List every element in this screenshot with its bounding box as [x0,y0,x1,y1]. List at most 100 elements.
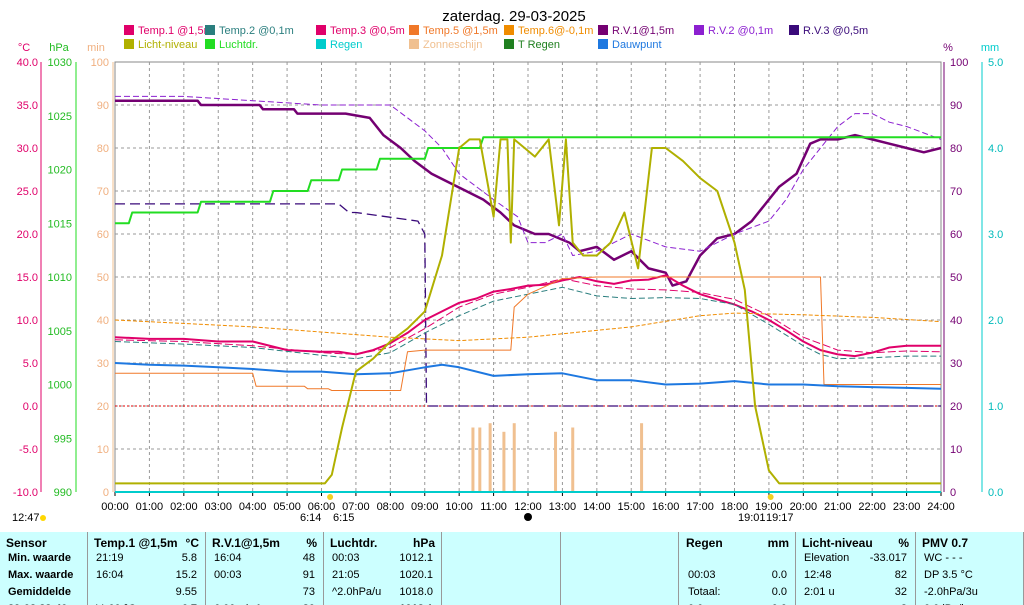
clock: 12:47 [12,512,40,524]
x-tick-label: 10:00 [445,501,473,513]
stats-row-time: 21:05 [332,569,360,581]
celsius-unit: °C [18,42,30,54]
series-line [114,278,942,355]
x-tick-label: 09:00 [411,501,439,513]
sun-markers: 6:14 6:15 19:01 19:17 [300,494,794,524]
sunset-marker [767,494,774,500]
sunshine-bar [554,431,558,492]
legend-label: Temp.3 @0,5m [330,25,405,37]
chart-title: zaterdag. 29-03-2025 [442,8,585,25]
hpa-tick: 1015 [48,218,72,230]
stats-row-time: 16:04 [96,569,124,581]
stats-col3: R.V.1@1,5m% 16:04 48 00:03 91 73 6.00 g/m³ 80 [206,532,324,605]
series-line [115,136,941,225]
min-tick: 60 [97,229,109,241]
stats-row-value: 1018.0 [399,586,433,598]
stats-row-time: 00:03 [214,569,242,581]
sunshine-bars [471,423,644,492]
legend-swatch [409,39,419,49]
legend-swatch [124,39,134,49]
x-tick-label: 12:00 [514,501,542,513]
stats-row-label: DP 3.5 °C [924,569,973,581]
pct-tick: 60 [950,229,962,241]
stats-row-value: 5.8 [181,552,197,564]
sunshine-bar [640,423,644,492]
stats-col6: Licht-niveau% Elevation -33.017 12:48 82 2:01… [796,532,916,605]
stats-col1: Sensor Min. waarde Max. waarde Gemiddelde 29… [0,532,88,605]
min-tick: 90 [97,100,109,112]
stats-row-time: 00:03 [688,569,716,581]
stats-col5: Regen mm 00:03 0.0 Totaal: 0.0 0.0 0.0 [680,532,796,605]
sunshine-bar [512,423,516,492]
mm-tick: 0.0 [988,487,1003,499]
x-tick-label: 08:00 [377,501,405,513]
stats-row-value: 0.0 [771,586,787,598]
min-tick: 10 [97,444,109,456]
legend-label: Regen [330,39,362,51]
celsius-tick: 25.0 [17,186,38,198]
x-tick-label: 02:00 [170,501,198,513]
pct-unit: % [943,42,953,54]
stats-row-value: 0.0 [771,569,787,581]
series-line [115,276,941,391]
x-tick-label: 15:00 [617,501,645,513]
stats-header: Temp.1 @1,5m [94,536,178,550]
sun-time: 19:01 [738,512,766,524]
stats-row-time: 00:03 [332,552,360,564]
legend-swatch [598,39,608,49]
stats-unit: mm [767,536,789,550]
hpa-tick: 1030 [48,57,72,69]
celsius-tick: 5.0 [23,358,38,370]
stats-header: Licht-niveau [802,536,873,550]
stats-row-time: 6.00 g/m³ [214,603,260,605]
legend-swatch [316,39,326,49]
x-tick-label: 05:00 [273,501,301,513]
stats-row-value: -33.017 [869,552,907,564]
sunrise-marker [327,494,334,500]
mm-tick: 2.0 [988,315,1003,327]
mm-tick: 4.0 [988,143,1003,155]
stats-row-value: 2 [901,603,907,605]
series-line [114,286,941,360]
stats-row-value: 9.55 [175,586,197,598]
pct-tick: 100 [950,57,968,69]
min-tick: 100 [91,57,109,69]
stats-row-value: 6.7 [182,603,197,605]
stats-row-value: 15.2 [175,569,197,581]
stats-row-time: Elevation [804,552,850,564]
celsius-tick: 35.0 [17,100,38,112]
mm-tick: 5.0 [988,57,1003,69]
legend-label: Licht-niveau [138,39,197,51]
series-line [115,203,941,407]
stats-row-value: 80 [303,603,315,605]
stats-unit: hPa [412,536,435,550]
stats-row-value: 0.0 [772,603,787,605]
hpa-tick: 1020 [48,165,72,177]
pct-tick: 50 [950,272,962,284]
pct-tick: 10 [950,444,962,456]
sun-icon [40,515,46,521]
legend: Temp.1 @1,5m Temp.2 @0,1m Temp.3 @0,5m Temp… [124,25,868,51]
min-tick: 20 [97,401,109,413]
celsius-tick: 15.0 [17,272,38,284]
legend-label: Temp.6@-0,1m [518,25,593,37]
celsius-tick: -5.0 [19,444,38,456]
stats-empty-col [560,532,679,605]
legend-label: Temp.2 @0,1m [219,25,294,37]
sun-time: 6:14 [300,512,321,524]
weather-chart: zaterdag. 29-03-2025 Temp.1 @1,5m Temp.2 … [12,8,1003,524]
series-line [115,138,941,485]
legend-swatch [124,25,134,35]
stats-empty-col [442,532,561,605]
stats-unit: °C [185,536,199,550]
sunshine-bar [571,427,575,492]
x-tick-label: 17:00 [686,501,714,513]
x-tick-label: 06:00 [308,501,336,513]
hpa-tick: 1005 [48,326,72,338]
stats-row-label: Min. waarde [8,552,71,564]
stats-row-time: ^2.0hPa/u [332,586,382,598]
pct-tick: 80 [950,143,962,155]
legend-label: R.V.3 @0,5m [803,25,868,37]
x-tick-label: 18:00 [721,501,749,513]
